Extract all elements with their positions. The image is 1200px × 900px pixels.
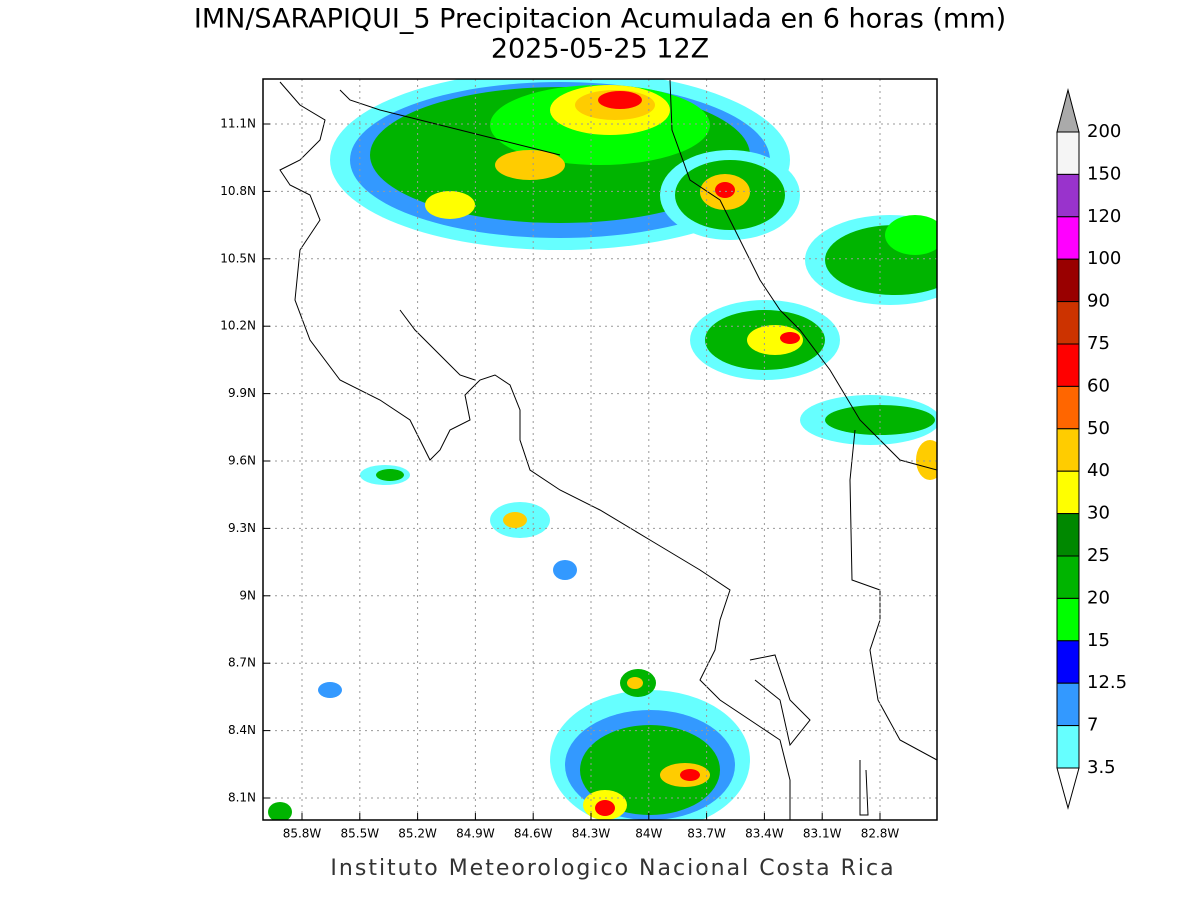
lat-label: 8.1N (228, 791, 256, 805)
graticule: 11.1N 10.8N 10.5N 10.2N 9.9N 9.6N 9.3N 9N 8.7N 8.… (220, 79, 937, 841)
colorbar-segment (1056, 131, 1080, 175)
lon-label: 85.5W (341, 827, 380, 841)
lon-label: 84.3W (572, 827, 611, 841)
lon-label: 83.7W (687, 827, 726, 841)
lon-label: 85.8W (283, 827, 322, 841)
colorbar-segment (1056, 301, 1080, 345)
lat-label: 9.3N (228, 521, 256, 535)
colorbar-segment (1056, 470, 1080, 515)
colorbar-label: 150 (1087, 163, 1121, 184)
colorbar-segment (1056, 173, 1080, 218)
colorbar-segment (1056, 343, 1080, 387)
lon-label: 83.1W (803, 827, 842, 841)
colorbar-segment (1056, 428, 1080, 472)
title: IMN/SARAPIQUI_5 Precipitacion Acumulada … (194, 4, 1006, 35)
colorbar-label: 100 (1087, 248, 1121, 269)
colorbar-label: 90 (1087, 291, 1110, 312)
footer: Instituto Meteorologico Nacional Costa R… (330, 856, 895, 881)
colorbar-segment (1056, 258, 1080, 303)
lon-label: 84.9W (456, 827, 495, 841)
lon-label: 83.4W (745, 827, 784, 841)
colorbar-label: 75 (1087, 333, 1110, 354)
lat-label: 9.9N (228, 386, 256, 400)
lat-label: 11.1N (220, 117, 256, 131)
colorbar-label: 40 (1087, 460, 1110, 481)
subtitle: 2025-05-25 12Z (491, 34, 709, 65)
colorbar-label: 25 (1087, 545, 1110, 566)
colorbar-segment (1056, 513, 1080, 557)
colorbar-label: 200 (1087, 121, 1121, 142)
colorbar-segment (1056, 597, 1080, 642)
colorbar: 200 150 120 100 90 75 60 50 40 30 25 20 15 12.5 7 3.5 (1056, 88, 1127, 810)
lat-label: 9.6N (228, 454, 256, 468)
colorbar-segment (1056, 682, 1080, 727)
colorbar-segment (1056, 555, 1080, 599)
coastline (279, 79, 937, 820)
lon-label: 84W (635, 827, 662, 841)
colorbar-label: 30 (1087, 503, 1110, 524)
colorbar-label: 20 (1087, 587, 1110, 608)
colorbar-under (1056, 767, 1080, 810)
colorbar-label: 12.5 (1087, 672, 1127, 693)
map-frame (262, 78, 938, 821)
lat-label: 9N (239, 588, 256, 602)
colorbar-over (1056, 88, 1080, 133)
lat-label: 8.4N (228, 723, 256, 737)
colorbar-segment (1056, 216, 1080, 260)
lat-label: 10.2N (220, 319, 256, 333)
colorbar-segment (1056, 640, 1080, 684)
lat-label: 8.7N (228, 656, 256, 670)
colorbar-label: 15 (1087, 630, 1110, 651)
colorbar-label: 60 (1087, 375, 1110, 396)
colorbar-segment (1056, 385, 1080, 430)
lon-label: 84.6W (514, 827, 553, 841)
colorbar-label: 7 (1087, 715, 1098, 736)
colorbar-label: 50 (1087, 418, 1110, 439)
lon-label: 82.8W (861, 827, 900, 841)
colorbar-segment (1056, 725, 1080, 769)
lat-label: 10.5N (220, 251, 256, 265)
lat-label: 10.8N (220, 184, 256, 198)
precipitation-field (268, 79, 937, 820)
colorbar-label: 120 (1087, 206, 1121, 227)
colorbar-label: 3.5 (1087, 757, 1116, 778)
lon-label: 85.2W (398, 827, 437, 841)
